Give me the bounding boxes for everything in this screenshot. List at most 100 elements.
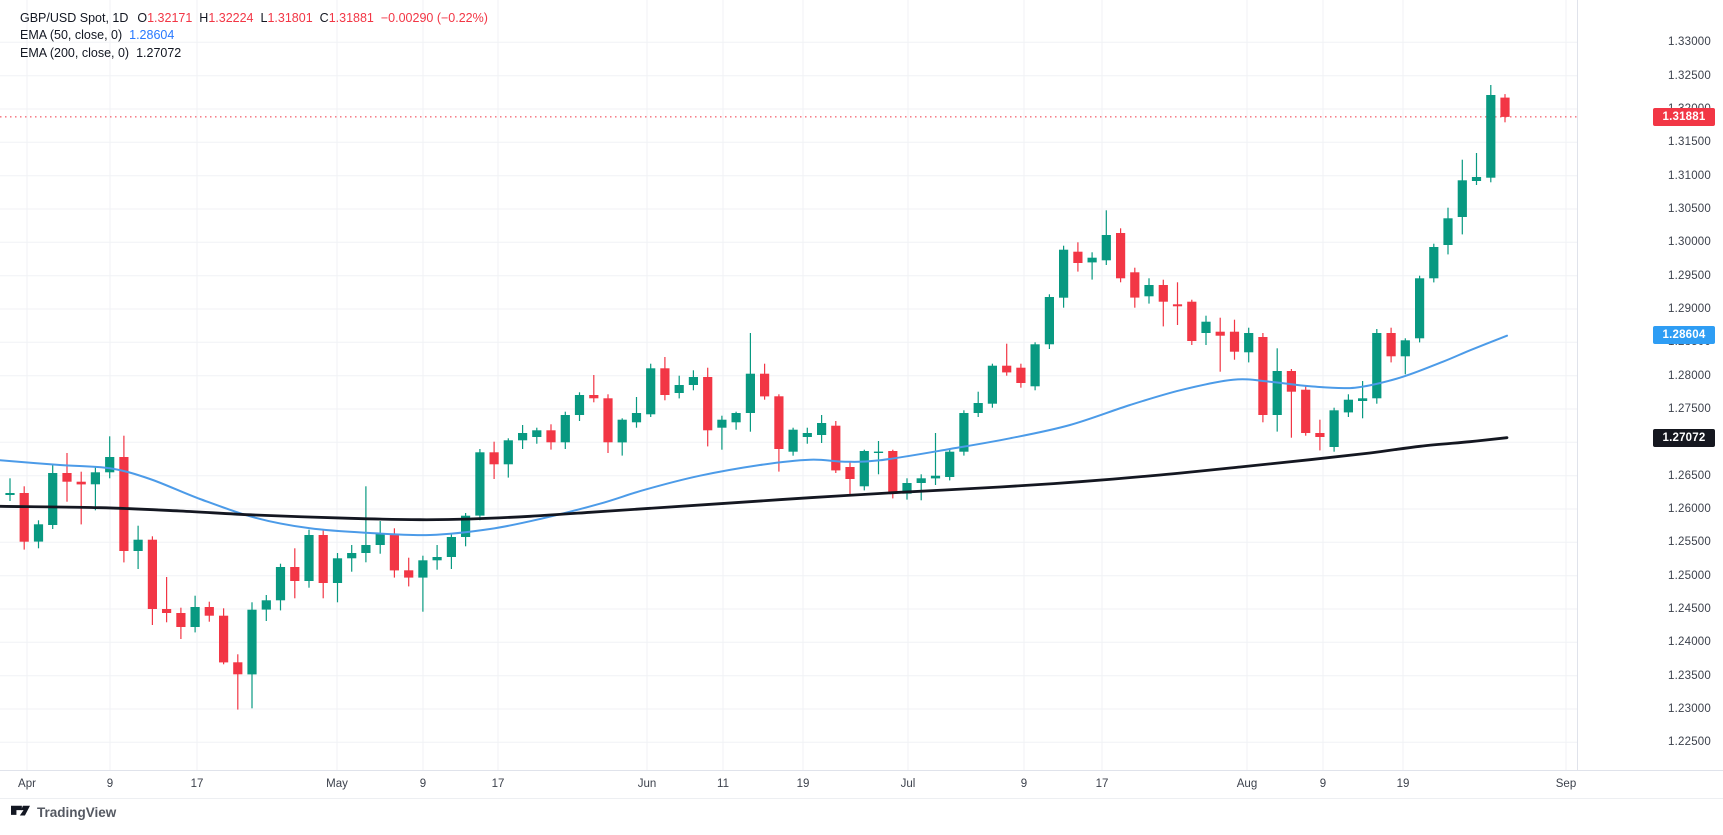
time-tick-label: 11 bbox=[717, 778, 729, 790]
candle-body bbox=[5, 493, 15, 495]
time-tick-label: 9 bbox=[419, 778, 427, 790]
candle-body bbox=[76, 481, 86, 485]
price-tick-label: 1.26000 bbox=[1668, 503, 1711, 515]
candle-body bbox=[190, 607, 200, 627]
candle-body bbox=[1030, 344, 1040, 387]
candle-body bbox=[204, 607, 214, 616]
candle-wick bbox=[351, 545, 353, 572]
candle-body bbox=[817, 423, 827, 435]
candle-body bbox=[546, 430, 556, 443]
candle-wick bbox=[934, 433, 937, 485]
time-axis[interactable]: Apr 9 17 May 9 17 Jun 11 19 Jul 9 17 Aug 9 19 Sep bbox=[0, 770, 1723, 799]
candle-wick bbox=[593, 375, 595, 403]
ema50-value: 1.28604 bbox=[129, 28, 175, 43]
candle-body bbox=[532, 430, 542, 437]
candle-body bbox=[788, 429, 798, 452]
candle-body bbox=[176, 613, 186, 627]
candle-body bbox=[19, 493, 29, 542]
price-tick-label: 1.23500 bbox=[1668, 669, 1711, 682]
time-tick-label: Jul bbox=[900, 778, 916, 790]
candle-body bbox=[290, 567, 300, 581]
candle-body bbox=[1059, 249, 1069, 298]
candle-wick bbox=[1006, 343, 1008, 376]
price-tick-label: 1.28000 bbox=[1668, 369, 1711, 382]
candle-wick bbox=[9, 478, 11, 501]
candle-body bbox=[446, 537, 456, 557]
candle-body bbox=[646, 368, 656, 415]
ema50-row[interactable]: EMA (50, close, 0) 1.28604 bbox=[20, 27, 488, 45]
candle-wick bbox=[1475, 153, 1478, 185]
candle-body bbox=[731, 413, 741, 423]
candle-body bbox=[233, 662, 243, 675]
candle-body bbox=[1471, 177, 1482, 181]
time-tick-label: 9 bbox=[1319, 778, 1327, 790]
candle-wick bbox=[1290, 369, 1292, 438]
candle-body bbox=[873, 451, 884, 453]
ema200-label: EMA (200, close, 0) bbox=[20, 45, 130, 60]
candle-body bbox=[930, 475, 941, 479]
candle-wick bbox=[237, 654, 239, 710]
price-axis[interactable]: 1.330001.325001.320001.315001.310001.305… bbox=[1577, 0, 1723, 770]
candle-body bbox=[48, 473, 58, 525]
candle-body bbox=[1272, 371, 1282, 415]
price-tick-label: 1.31500 bbox=[1668, 136, 1711, 149]
candle-body bbox=[745, 373, 755, 413]
candle-body bbox=[802, 433, 812, 437]
candle-body bbox=[1415, 278, 1425, 339]
candle-body bbox=[304, 535, 314, 581]
candle-body bbox=[1315, 433, 1325, 437]
symbol-row[interactable]: GBP/USD Spot, 1D O1.32171 H1.32224 L1.31… bbox=[20, 9, 488, 27]
tradingview-attribution[interactable]: TradingView bbox=[11, 805, 116, 820]
price-tick-label: 1.25000 bbox=[1668, 569, 1711, 582]
price-tick-label: 1.29000 bbox=[1668, 303, 1711, 315]
candle-body bbox=[90, 472, 100, 485]
candle-body bbox=[461, 515, 471, 537]
candle-body bbox=[1172, 304, 1183, 307]
candle-wick bbox=[1219, 317, 1221, 372]
candle-body bbox=[33, 524, 44, 542]
candle-body bbox=[1443, 218, 1453, 245]
candle-body bbox=[1244, 333, 1254, 353]
candle-body bbox=[1486, 95, 1496, 178]
time-tick-label: 19 bbox=[796, 778, 810, 790]
candle-body bbox=[275, 567, 286, 601]
candle-body bbox=[760, 373, 770, 397]
close-value: C1.31881 bbox=[319, 10, 374, 25]
time-tick-label: Sep bbox=[1555, 778, 1577, 790]
candle-body bbox=[774, 396, 784, 449]
candle-body bbox=[162, 609, 172, 613]
candle-body bbox=[133, 539, 143, 551]
time-tick-label: Aug bbox=[1236, 778, 1258, 790]
candle-body bbox=[916, 478, 926, 483]
candle-body bbox=[1044, 297, 1054, 345]
ema200-value: 1.27072 bbox=[136, 45, 182, 60]
candle-body bbox=[617, 419, 627, 443]
candlestick-chart[interactable] bbox=[0, 0, 1577, 770]
candle-body bbox=[1500, 97, 1510, 117]
candle-body bbox=[973, 403, 983, 413]
candle-body bbox=[1286, 371, 1296, 392]
candle-body bbox=[660, 368, 670, 395]
candle-body bbox=[1457, 180, 1467, 217]
candle-body bbox=[603, 398, 613, 443]
chart-plot-area[interactable] bbox=[0, 0, 1577, 770]
time-tick-label: 9 bbox=[1020, 778, 1028, 790]
candle-body bbox=[1002, 365, 1012, 373]
candle-body bbox=[1358, 398, 1368, 401]
candle-body bbox=[475, 452, 485, 516]
price-tick-label: 1.24500 bbox=[1668, 603, 1711, 615]
price-tick-label: 1.31000 bbox=[1668, 169, 1711, 182]
candle-body bbox=[418, 560, 428, 578]
ema200-row[interactable]: EMA (200, close, 0) 1.27072 bbox=[20, 44, 488, 62]
candle-body bbox=[1215, 331, 1225, 336]
ema50-price-badge: 1.28604 bbox=[1653, 326, 1715, 345]
candle-body bbox=[1429, 247, 1439, 279]
candle-body bbox=[1201, 321, 1211, 333]
candle-body bbox=[1116, 233, 1126, 279]
candle-body bbox=[518, 433, 528, 441]
time-tick-label: 19 bbox=[1396, 778, 1410, 790]
tradingview-logo-icon bbox=[11, 805, 30, 816]
low-value: L1.31801 bbox=[260, 10, 313, 25]
candle-body bbox=[1073, 251, 1083, 263]
time-tick-label: 17 bbox=[1095, 778, 1109, 790]
